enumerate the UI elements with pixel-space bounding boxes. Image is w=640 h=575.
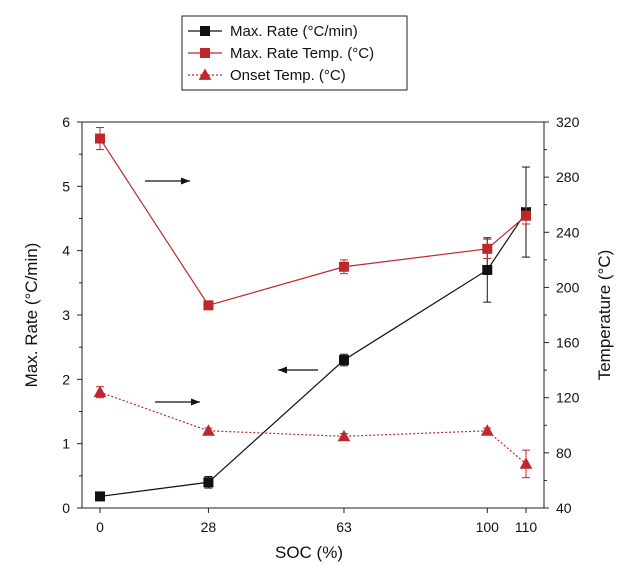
left-y-axis: 0 1 2 3 4 5 6	[62, 114, 82, 516]
max-rate-temp-c-point	[482, 243, 493, 254]
left-y-axis-title: Max. Rate (°C/min)	[22, 243, 41, 388]
series-max-rate-temp-c	[95, 127, 531, 311]
onset-temp-c-point	[519, 457, 533, 469]
left-y-tick-label: 1	[62, 436, 70, 452]
legend-marker-max-rate-c-min	[200, 26, 210, 36]
right-y-tick-label: 40	[556, 500, 572, 516]
x-tick-label: 28	[201, 519, 217, 535]
legend-label-max-rate-c-min: Max. Rate (°C/min)	[230, 23, 358, 40]
max-rate-temp-c-point	[338, 261, 349, 272]
max-rate-c-min-point	[482, 264, 493, 275]
x-tick-label: 0	[96, 519, 104, 535]
right-y-tick-label: 160	[556, 335, 580, 351]
series-onset-temp-c	[93, 385, 533, 479]
right-y-tick-label: 320	[556, 114, 580, 130]
legend-marker-onset-temp-c	[198, 68, 212, 80]
legend-label-max-rate-temp-c: Max. Rate Temp. (°C)	[230, 45, 374, 62]
right-y-tick-label: 200	[556, 279, 580, 295]
max-rate-temp-c-point	[521, 210, 531, 221]
onset-temp-c-point	[337, 429, 351, 442]
legend-marker-max-rate-temp-c	[200, 48, 210, 58]
max-rate-c-min-point	[203, 477, 214, 488]
right-y-tick-label: 80	[556, 445, 572, 461]
x-axis-title: SOC (%)	[275, 543, 343, 562]
max-rate-temp-c-point	[95, 133, 105, 144]
max-rate-c-min-point	[95, 491, 105, 502]
onset-temp-c-point	[480, 424, 494, 436]
series-max-rate-c-min	[95, 166, 531, 502]
plot-frame	[81, 121, 545, 509]
right-y-axis-title: Temperature (°C)	[595, 250, 614, 381]
left-y-tick-label: 4	[62, 243, 70, 259]
x-tick-label: 110	[515, 519, 538, 535]
max-rate-c-min-line	[99, 211, 527, 498]
x-axis: 0 28 63 100 110	[96, 508, 537, 535]
legend-entry-onset-temp-c: Onset Temp. (°C)	[188, 67, 346, 84]
annotation-arrow-left	[278, 366, 318, 374]
x-tick-label: 100	[476, 519, 500, 535]
legend-entry-max-rate-c-min: Max. Rate (°C/min)	[188, 23, 358, 40]
annotation-layer	[145, 177, 318, 406]
max-rate-c-min-point	[338, 355, 349, 366]
onset-temp-c-point	[202, 424, 215, 436]
right-y-axis: 40 80 120 160 200 240 280 320	[544, 114, 580, 516]
onset-temp-c-point	[93, 385, 107, 398]
right-y-tick-label: 120	[556, 390, 580, 406]
left-y-tick-label: 2	[62, 371, 70, 387]
left-y-tick-label: 6	[62, 114, 70, 130]
left-y-tick-label: 3	[62, 307, 70, 323]
series-layer	[93, 127, 533, 502]
left-y-tick-label: 0	[62, 500, 70, 516]
x-tick-label: 63	[336, 519, 352, 535]
right-y-tick-label: 280	[556, 169, 580, 185]
max-rate-temp-c-point	[203, 300, 214, 311]
legend: Max. Rate (°C/min) Max. Rate Temp. (°C) On…	[181, 15, 408, 91]
right-y-tick-label: 240	[556, 224, 580, 240]
annotation-arrow-right	[155, 398, 200, 406]
annotation-arrow-right	[145, 177, 190, 185]
legend-entry-max-rate-temp-c: Max. Rate Temp. (°C)	[188, 45, 374, 62]
onset-temp-c-line	[99, 391, 527, 465]
max-rate-temp-c-line	[99, 138, 527, 307]
legend-label-onset-temp-c: Onset Temp. (°C)	[230, 67, 346, 84]
left-y-tick-label: 5	[62, 178, 70, 194]
